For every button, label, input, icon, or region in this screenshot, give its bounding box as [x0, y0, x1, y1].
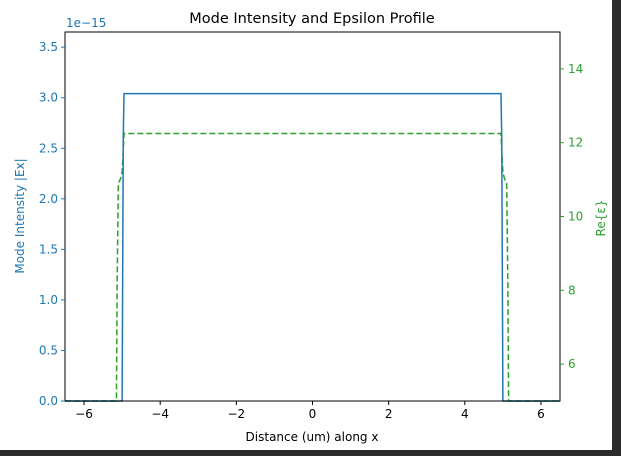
x-tick-label: −4: [151, 407, 169, 421]
plot-area: [65, 32, 560, 401]
left-tick-label: 2.5: [39, 141, 58, 155]
x-axis-label: Distance (um) along x: [246, 430, 379, 444]
x-tick-label: 2: [385, 407, 393, 421]
right-tick-label: 14: [568, 62, 583, 76]
right-tick-label: 12: [568, 136, 583, 150]
left-tick-label: 1.0: [39, 293, 58, 307]
right-tick-label: 10: [568, 210, 583, 224]
x-axis-ticks: −6 −4 −2 0 2 4 6: [75, 401, 545, 421]
chart-title: Mode Intensity and Epsilon Profile: [189, 11, 435, 27]
left-tick-label: 3.5: [39, 40, 58, 54]
left-tick-label: 3.0: [39, 91, 58, 105]
y-axis-left-label: Mode Intensity |Ex|: [13, 158, 27, 273]
left-axis-offset-text: 1e−15: [66, 16, 106, 30]
right-tick-label: 6: [568, 357, 576, 371]
y-axis-right-label: Re{ε}: [594, 200, 608, 237]
left-axis-ticks: 0.0 0.5 1.0 1.5 2.0 2.5 3.0 3.5: [39, 40, 65, 408]
left-tick-label: 0.0: [39, 394, 58, 408]
left-tick-label: 0.5: [39, 343, 58, 357]
x-tick-label: 0: [309, 407, 317, 421]
series-intensity-line: [65, 92, 560, 402]
x-tick-label: −2: [227, 407, 245, 421]
x-tick-label: 6: [537, 407, 545, 421]
x-tick-label: 4: [461, 407, 469, 421]
series-group: [65, 92, 560, 402]
left-tick-label: 2.0: [39, 192, 58, 206]
right-axis-ticks: 6 8 10 12 14: [560, 62, 583, 371]
right-tick-label: 8: [568, 283, 576, 297]
left-tick-label: 1.5: [39, 242, 58, 256]
series-epsilon-line: [65, 132, 560, 402]
x-tick-label: −6: [75, 407, 93, 421]
